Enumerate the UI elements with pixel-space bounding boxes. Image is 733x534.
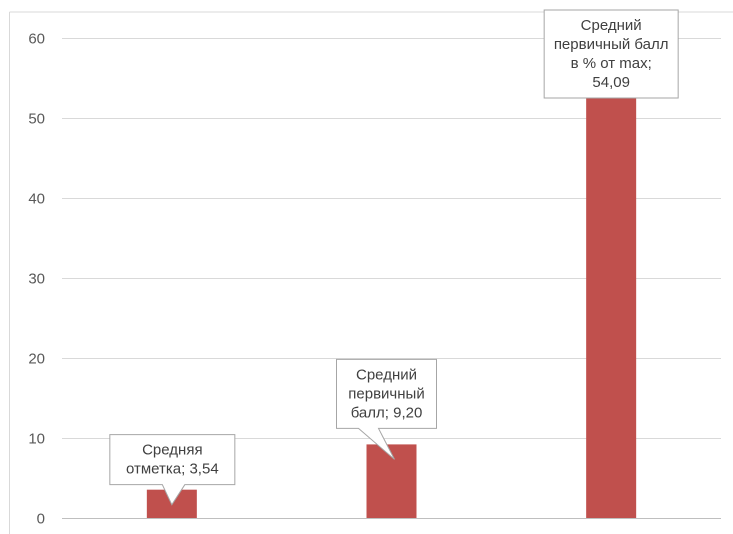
y-tick-label: 10 xyxy=(28,431,45,448)
data-label: первичный балл xyxy=(554,36,669,53)
data-label: в % от max; xyxy=(571,55,652,72)
data-label: Средний xyxy=(581,17,642,34)
data-label-callout xyxy=(336,358,437,460)
data-label: отметка; 3,54 xyxy=(126,461,219,478)
y-tick-label: 50 xyxy=(28,111,45,128)
bar xyxy=(586,85,637,518)
y-tick-label: 20 xyxy=(28,351,45,368)
y-tick-label: 0 xyxy=(37,511,45,528)
data-label: первичный xyxy=(348,385,424,402)
y-tick-label: 60 xyxy=(28,31,45,48)
data-label: Средняя xyxy=(142,442,202,459)
data-label: 54,09 xyxy=(592,74,630,91)
data-label: балл; 9,20 xyxy=(351,404,423,421)
y-tick-label: 40 xyxy=(28,191,45,208)
data-label-callout xyxy=(543,9,679,99)
data-label-callout xyxy=(109,434,236,506)
y-tick-label: 30 xyxy=(28,271,45,288)
data-label: Средний xyxy=(356,366,417,383)
